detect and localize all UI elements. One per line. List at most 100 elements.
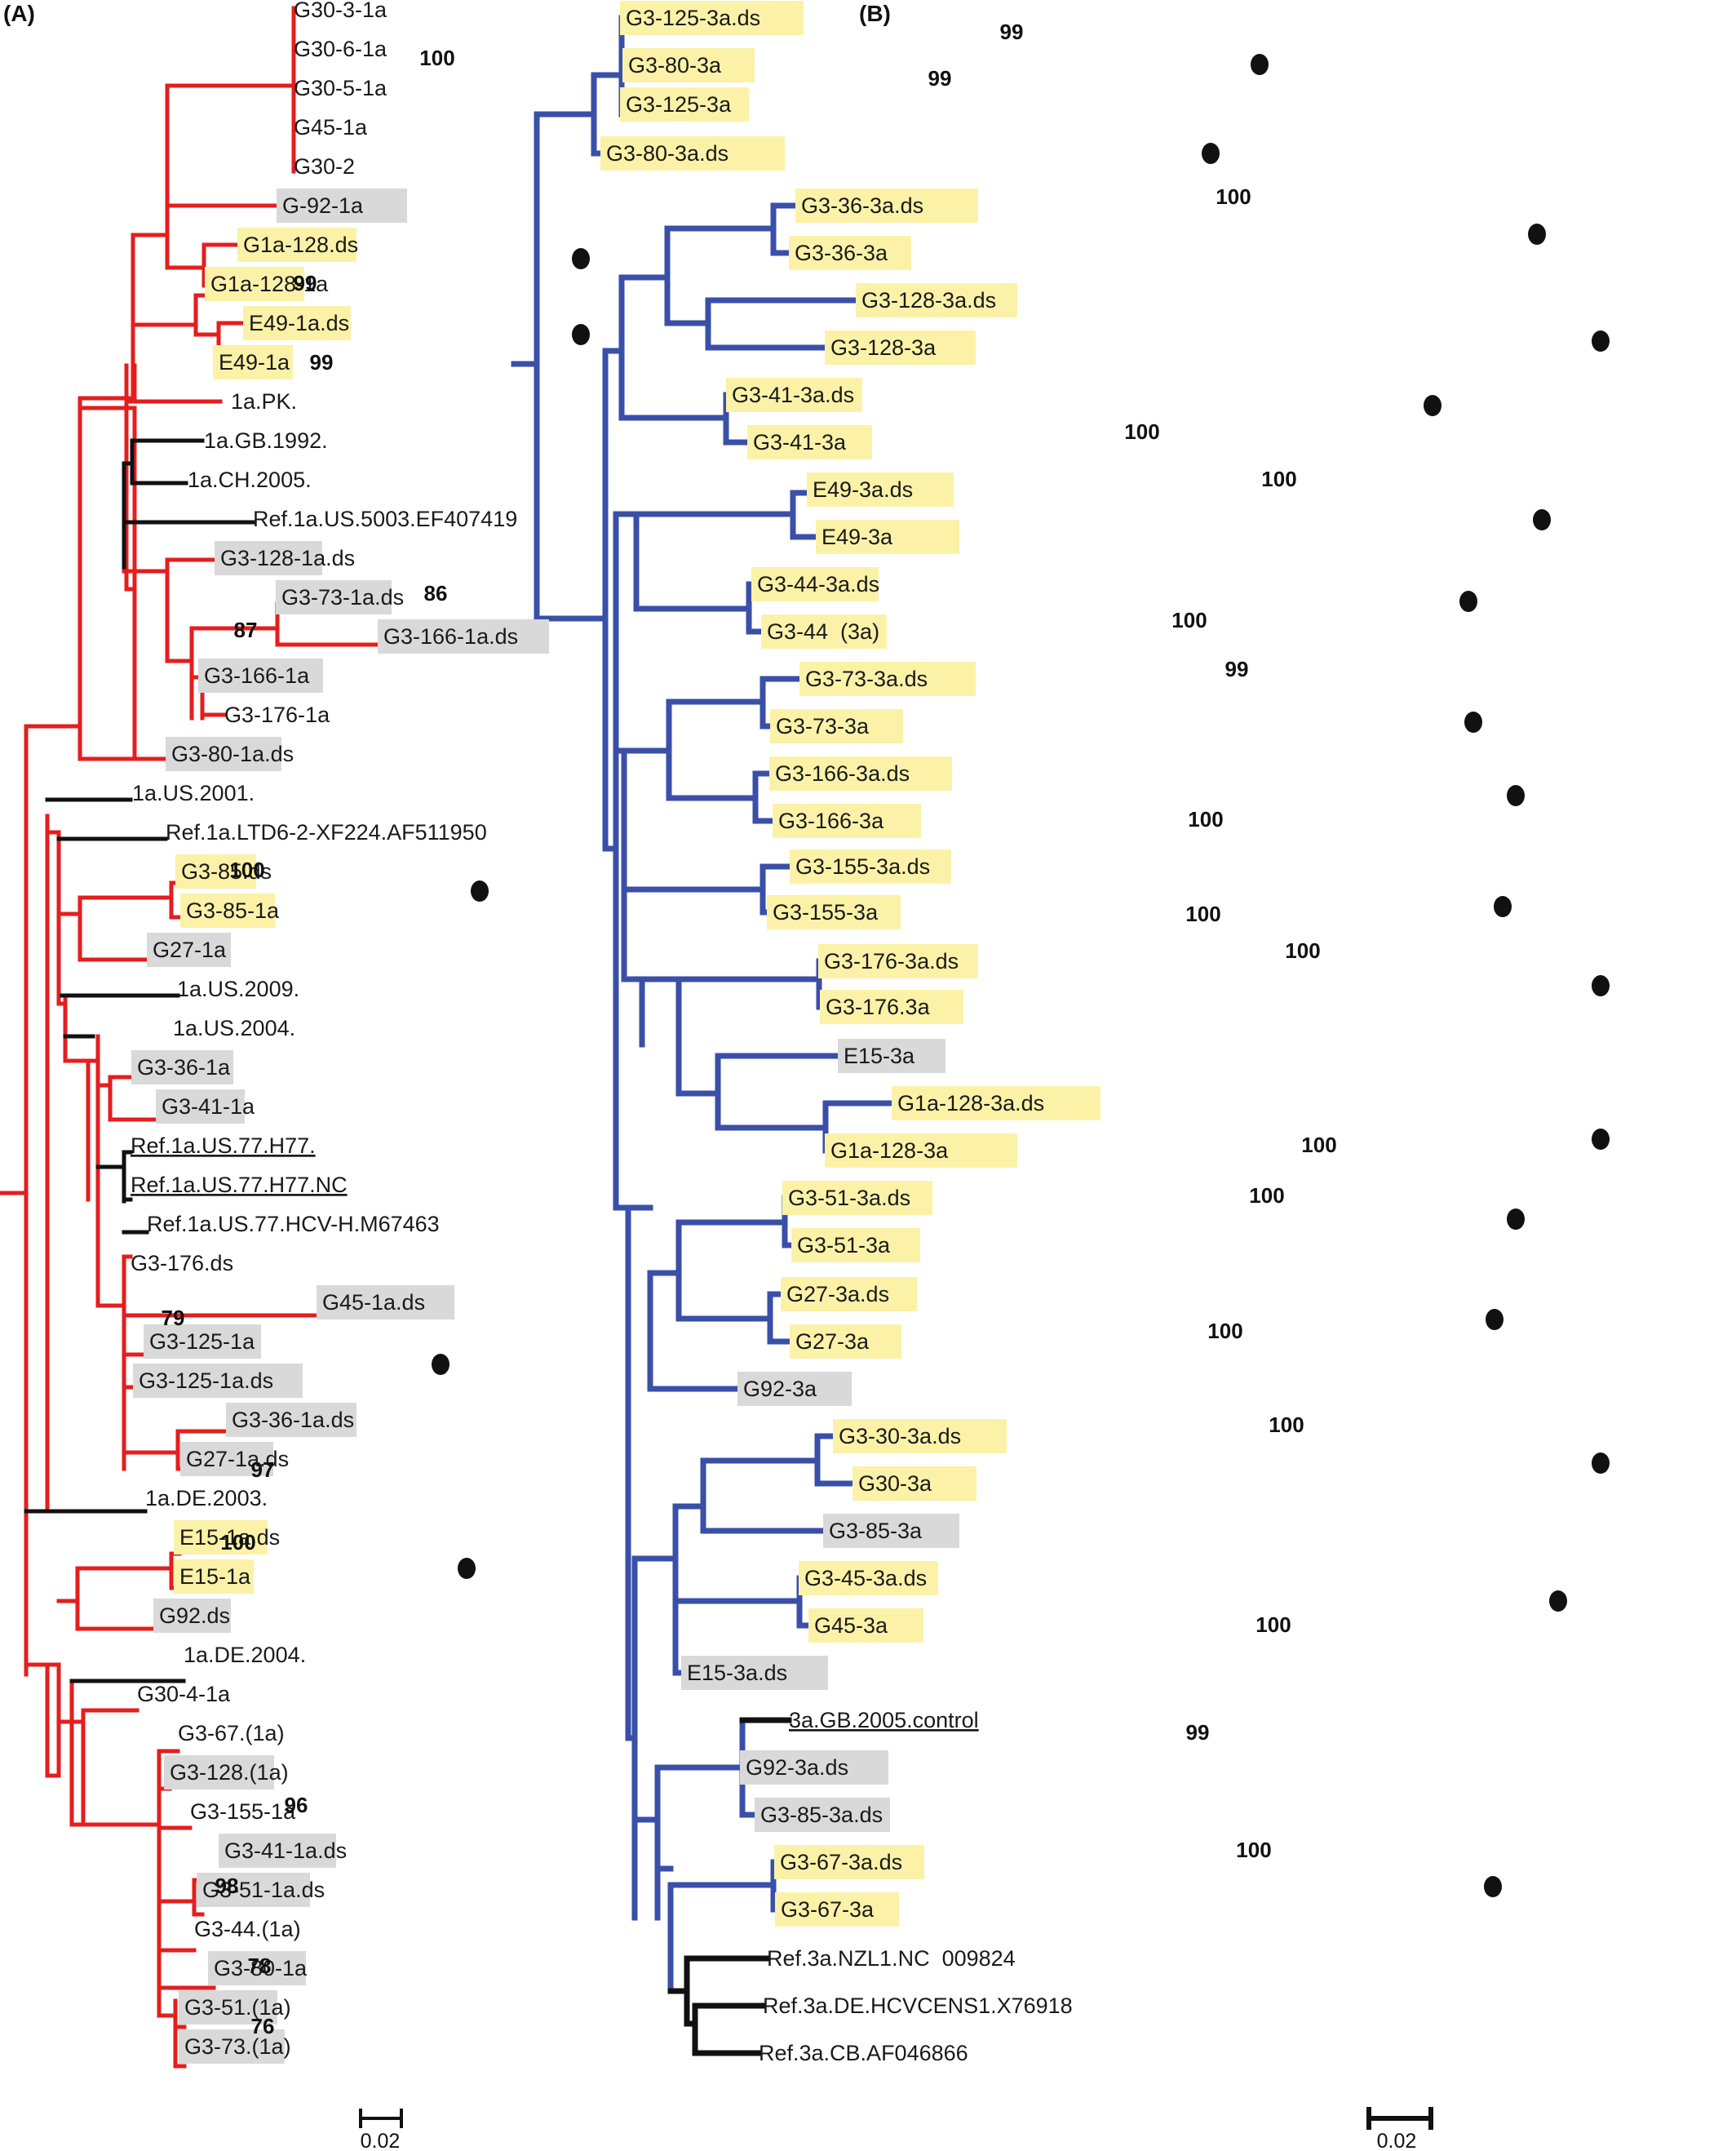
tree-b-taxon-label: G3-125-3a [626, 92, 732, 117]
tree-a-bootstrap-value: 100 [220, 1530, 255, 1554]
tree-b-taxon-label: G3-44-3a.ds [757, 572, 879, 597]
tree-b-taxon-highlight [823, 1514, 959, 1548]
tree-a-taxon-label: Ref.1a.US.77.H77.NC [131, 1173, 348, 1197]
tree-b-taxon-label: G3-67-3a [781, 1897, 875, 1922]
tree-a-taxon-highlight [164, 1755, 274, 1790]
tree-b-taxon-label: G3-30-3a.ds [839, 1424, 961, 1448]
tree-b-bootstrap-value: 100 [1171, 608, 1207, 632]
tree-b-taxon-label: G3-80-3a.ds [606, 141, 728, 166]
tree-b-taxon-label: G27-3a.ds [786, 1282, 889, 1306]
tree-b-taxon-label: E49-3a [822, 525, 893, 549]
tree-a-bootstrap-value: 99 [294, 271, 317, 295]
scale-bar-b-label: 0.02 [1377, 2130, 1417, 2151]
tree-b-taxon-label: G3-155-3a [773, 900, 879, 925]
tree-b-dual-infection-dot [1464, 712, 1482, 733]
tree-b-taxon-label: G3-85-3a.ds [760, 1803, 883, 1827]
tree-b-taxon-label: G3-128-3a [830, 335, 937, 360]
tree-b-taxon-label: G3-85-3a [829, 1519, 923, 1543]
tree-b-taxon-highlight [816, 520, 959, 554]
tree-a-taxon-label: 1a.GB.1992. [204, 428, 328, 453]
tree-b-taxon-label: Ref.3a.DE.HCVCENS1.X76918 [763, 1994, 1073, 2018]
tree-a-taxon-label: G3-67.(1a) [178, 1721, 285, 1745]
tree-b-taxon-highlight [807, 472, 954, 507]
tree-b-taxon-highlight [825, 330, 976, 365]
tree-b-taxon-highlight [799, 1561, 938, 1595]
tree-b-taxon-highlight [726, 378, 862, 412]
tree-a-taxon-label: G45-1a.ds [322, 1290, 425, 1315]
tree-b-dual-infection-dot [1494, 896, 1512, 917]
tree-a-taxon-label: G3-155-1a [190, 1799, 296, 1824]
tree-b-dual-infection-dot [1592, 330, 1610, 352]
tree-b-taxon-highlight [774, 1845, 924, 1879]
tree-a-taxon-label: G3-128-1a.ds [220, 546, 355, 570]
tree-a-taxon-label: G30-6-1a [294, 37, 388, 61]
tree-b-taxon-label: G3-73-3a.ds [805, 667, 928, 691]
tree-b-taxon-highlight [790, 849, 951, 884]
tree-b-bootstrap-value: 100 [1216, 184, 1251, 209]
tree-b-taxon-label: E15-3a.ds [687, 1661, 787, 1685]
tree-b-bootstrap-value: 99 [928, 66, 952, 91]
tree-a-taxon-label: 1a.US.2004. [173, 1016, 295, 1040]
tree-b-taxon-highlight [761, 614, 887, 649]
tree-a-taxon-highlight [131, 1050, 233, 1084]
tree-a-taxon-highlight [277, 188, 407, 223]
tree-b-taxon-highlight [820, 990, 963, 1024]
tree-a-taxon-highlight [197, 1873, 310, 1907]
tree-b-taxon-label: G3-36-3a [795, 241, 888, 265]
tree-b-taxon-label: G3-67-3a.ds [780, 1850, 902, 1874]
tree-b-taxon-label: G3-41-3a.ds [732, 383, 854, 407]
tree-b-taxon-label: G3-166-3a.ds [775, 761, 910, 786]
tree-b-taxon-label: G92-3a [743, 1377, 817, 1401]
tree-b-dual-infection-dot [1507, 785, 1525, 806]
tree-a-taxon-label: Ref.1a.US.5003.EF407419 [253, 507, 517, 531]
tree-b-taxon-label: G1a-128-3a [830, 1138, 949, 1163]
tree-a-dual-infection-dot [572, 248, 590, 269]
tree-b-taxon-label: G45-3a [814, 1613, 888, 1638]
tree-b-dual-infection-dot [1251, 54, 1269, 75]
tree-b-taxon-highlight [791, 1228, 920, 1262]
tree-a-taxon-label: G1a-128-1a [210, 272, 329, 296]
tree-a-bootstrap-value: 79 [162, 1306, 185, 1330]
tree-a-taxon-label: 1a.DE.2004. [184, 1643, 306, 1667]
tree-b-taxon-label: G1a-128-3a.ds [897, 1091, 1044, 1115]
tree-b-dual-infection-dot [1507, 1209, 1525, 1230]
tree-a-bootstrap-value: 99 [310, 350, 334, 375]
tree-b-taxon-label: G3-155-3a.ds [795, 854, 930, 879]
tree-a-taxon-highlight [174, 1559, 254, 1594]
tree-b-taxon-highlight [790, 1324, 901, 1359]
tree-a-dual-infection-dot [572, 324, 590, 345]
tree-b-taxon-highlight [755, 1798, 890, 1832]
tree-a-bootstrap-value: 87 [234, 618, 258, 642]
tree-b-taxon-label: G3-51-3a.ds [788, 1186, 910, 1210]
tree-a-taxon-highlight [179, 1990, 277, 2025]
tree-b-taxon-label: Ref.3a.NZL1.NC 009824 [767, 1946, 1016, 1971]
tree-a-taxon-highlight [180, 1442, 273, 1476]
tree-a-taxon-highlight [156, 1089, 245, 1124]
tree-b-taxon-highlight [852, 1466, 976, 1501]
tree-b-dual-infection-dot [1486, 1309, 1504, 1330]
tree-b-taxon-highlight [622, 48, 755, 82]
tree-b-bootstrap-value: 100 [1261, 467, 1296, 491]
tree-a-taxon-label: G3-125-1a [149, 1329, 255, 1354]
tree-a-taxon-highlight [378, 619, 549, 654]
tree-a-taxon-highlight [147, 933, 231, 967]
tree-b-taxon-highlight [799, 662, 976, 696]
tree-b-bootstrap-value: 100 [1269, 1413, 1304, 1437]
tree-a-taxon-highlight [243, 306, 351, 340]
tree-b-bootstrap-value: 99 [1186, 1720, 1210, 1745]
tree-b-taxon-highlight [770, 709, 903, 743]
scale-bar-b: 0.02 [1366, 2107, 1433, 2151]
tree-b-taxon-label: Ref.3a.CB.AF046866 [759, 2041, 968, 2065]
scale-bar-a-label: 0.02 [361, 2130, 401, 2151]
tree-a-taxon-label: G92.ds [159, 1603, 230, 1628]
tree-a-taxon-label: G3-80-1a.ds [171, 742, 294, 766]
tree-a-taxon-label: Ref.1a.US.77.H77. [131, 1133, 316, 1158]
tree-a-taxon-highlight [219, 1834, 336, 1868]
tree-a-taxon-label: G3-36-1a.ds [232, 1408, 354, 1432]
tree-b-taxon-label: G3-176.3a [826, 995, 931, 1019]
tree-b-taxon-highlight [833, 1419, 1007, 1453]
tree-a-taxon-label: G3-73-1a.ds [281, 585, 404, 610]
tree-a-taxon-label: G3-36-1a [137, 1055, 231, 1080]
tree-a-taxon-label: Ref.1a.LTD6-2-XF224.AF511950 [166, 820, 487, 845]
tree-b-dual-infection-dot [1533, 509, 1551, 530]
